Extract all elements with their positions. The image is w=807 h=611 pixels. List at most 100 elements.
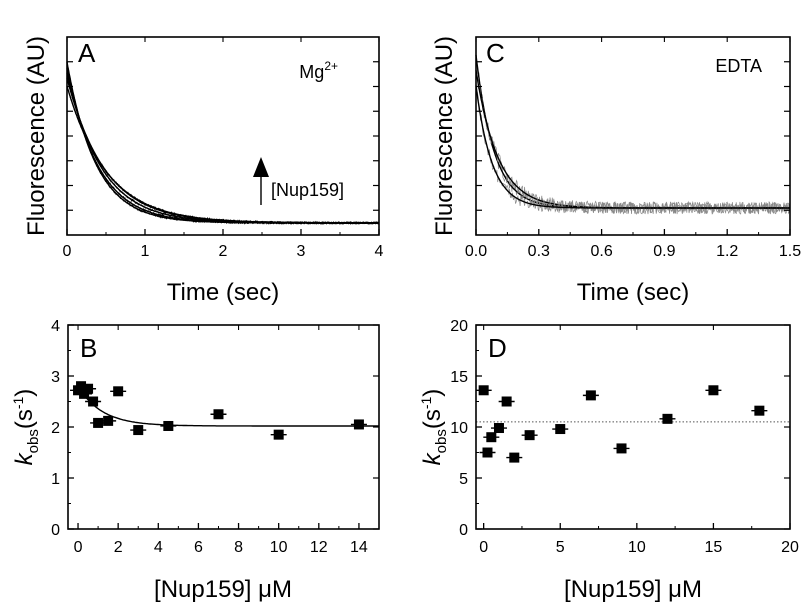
panel-b-y-axis-title: kobs(s-1) <box>10 389 42 466</box>
panel-b-data-point <box>76 381 87 392</box>
panel-a-arrow-head <box>253 157 269 177</box>
y-tick-label: 4 <box>51 318 60 335</box>
panel-d: D 0 5 10 15 20 0 5 10 15 20 [Nup159] μM kobs(s-1… <box>418 318 799 603</box>
panel-b-data-point <box>213 409 224 420</box>
panel-a-fit-2 <box>66 73 379 224</box>
panel-b-data-point <box>133 425 144 436</box>
panel-a-fit-4 <box>66 86 379 224</box>
panel-d-y-axis-title: kobs(s-1) <box>418 389 450 466</box>
panel-b-data-point <box>93 417 104 428</box>
x-tick-label: 1.5 <box>779 243 801 260</box>
x-tick-label: 0.9 <box>653 243 675 260</box>
panel-d-data-point <box>501 396 512 407</box>
panel-c-fit-1 <box>475 70 790 209</box>
y-tick-label: 3 <box>51 369 60 386</box>
y-tick-label: 5 <box>459 471 468 488</box>
panel-a-plot-layer <box>66 61 380 225</box>
panel-a-x-axis: 0 1 2 3 4 <box>63 37 384 260</box>
panel-a-arrow-label: [Nup159] <box>271 180 344 200</box>
panel-b-data-point <box>113 386 124 397</box>
x-tick-label: 0 <box>74 539 83 556</box>
panel-c-letter: C <box>486 38 505 68</box>
panel-d-data-point <box>585 390 596 401</box>
panel-b-letter: B <box>80 333 97 363</box>
x-tick-label: 5 <box>556 539 565 556</box>
x-tick-label: 2 <box>114 539 123 556</box>
panel-d-frame <box>475 324 791 530</box>
panel-c-x-axis-title: Time (sec) <box>577 279 689 306</box>
panel-b-data-point <box>88 396 99 407</box>
panel-c-fit-2 <box>475 85 790 209</box>
y-tick-label: 20 <box>450 318 468 335</box>
panel-d-plot-layer <box>475 385 790 463</box>
panel-a-trace-3 <box>66 77 380 225</box>
y-tick-label: 2 <box>51 420 60 437</box>
x-tick-label: 4 <box>375 243 384 260</box>
panel-b-plot-layer <box>70 381 379 440</box>
x-tick-label: 6 <box>194 539 203 556</box>
panel-d-y-axis: 0 5 10 15 20 <box>450 318 790 539</box>
x-tick-label: 1 <box>141 243 150 260</box>
panel-b-data-point <box>79 388 90 399</box>
panel-d-data-point <box>708 385 719 396</box>
panel-a-trace-1 <box>66 67 380 225</box>
x-tick-label: 1.2 <box>716 243 738 260</box>
panel-a-condition-label: Mg2+ <box>299 59 338 82</box>
panel-d-data-point <box>555 424 566 435</box>
panel-b-data-point <box>163 420 174 431</box>
panel-c-condition-label: EDTA <box>715 56 762 76</box>
x-tick-label: 0.3 <box>528 243 550 260</box>
panel-d-x-axis-title: [Nup159] μM <box>564 576 702 603</box>
x-tick-label: 0.6 <box>590 243 612 260</box>
panel-a-x-axis-title: Time (sec) <box>167 279 279 306</box>
x-tick-label: 15 <box>705 539 723 556</box>
panel-d-letter: D <box>488 333 507 363</box>
x-tick-label: 0 <box>63 243 72 260</box>
panel-b-data-point <box>353 419 364 430</box>
x-tick-label: 2 <box>219 243 228 260</box>
panel-b-data-point <box>103 415 114 426</box>
panel-c-y-axis-title: Fluorescence (AU) <box>431 36 458 236</box>
panel-d-data-point <box>493 423 504 434</box>
panel-d-data-point <box>478 385 489 396</box>
panel-d-x-axis: 0 5 10 15 20 <box>479 325 799 556</box>
panel-d-data-point <box>509 452 520 463</box>
panel-b-fit-curve <box>77 385 379 427</box>
x-tick-label: 4 <box>154 539 163 556</box>
panel-b-frame <box>67 324 380 530</box>
panel-c-x-axis: 0.0 0.3 0.6 0.9 1.2 1.5 <box>465 37 801 260</box>
panel-c: C EDTA 0.0 0.3 0.6 0.9 1.2 1.5 Time (sec) Flu… <box>431 36 801 306</box>
panel-d-data-point <box>616 443 627 454</box>
panel-c-plot-layer <box>475 54 791 216</box>
x-tick-label: 20 <box>781 539 799 556</box>
y-tick-label: 15 <box>450 369 468 386</box>
x-tick-label: 12 <box>310 539 328 556</box>
panel-c-trace-1 <box>475 69 791 215</box>
panel-d-data-point <box>662 413 673 424</box>
panel-a-trace-4 <box>66 86 380 225</box>
panel-d-data-point <box>524 430 535 441</box>
panel-b-x-axis-title: [Nup159] μM <box>154 576 292 603</box>
x-tick-label: 14 <box>350 539 368 556</box>
panel-a-letter: A <box>78 38 96 68</box>
panel-a-trace-2 <box>66 73 380 225</box>
panel-d-data-point <box>486 432 497 443</box>
panel-a: A Mg2+ [Nup159] 0 1 2 3 4 Time (sec) Fluores… <box>23 36 384 306</box>
panel-d-data-point <box>482 447 493 458</box>
x-tick-label: 0.0 <box>465 243 487 260</box>
y-tick-label: 10 <box>450 420 468 437</box>
panel-d-data-point <box>754 405 765 416</box>
panel-b-y-axis: 0 1 2 3 4 <box>51 318 379 539</box>
x-tick-label: 10 <box>270 539 288 556</box>
y-tick-label: 0 <box>459 522 468 539</box>
x-tick-label: 10 <box>628 539 646 556</box>
y-tick-label: 1 <box>51 471 60 488</box>
panel-a-y-axis-title: Fluorescence (AU) <box>23 36 50 236</box>
panel-b-data-point <box>83 383 94 394</box>
x-tick-label: 8 <box>234 539 243 556</box>
x-tick-label: 0 <box>479 539 488 556</box>
panel-a-fit-3 <box>66 77 379 224</box>
panel-b-data-point <box>273 429 284 440</box>
